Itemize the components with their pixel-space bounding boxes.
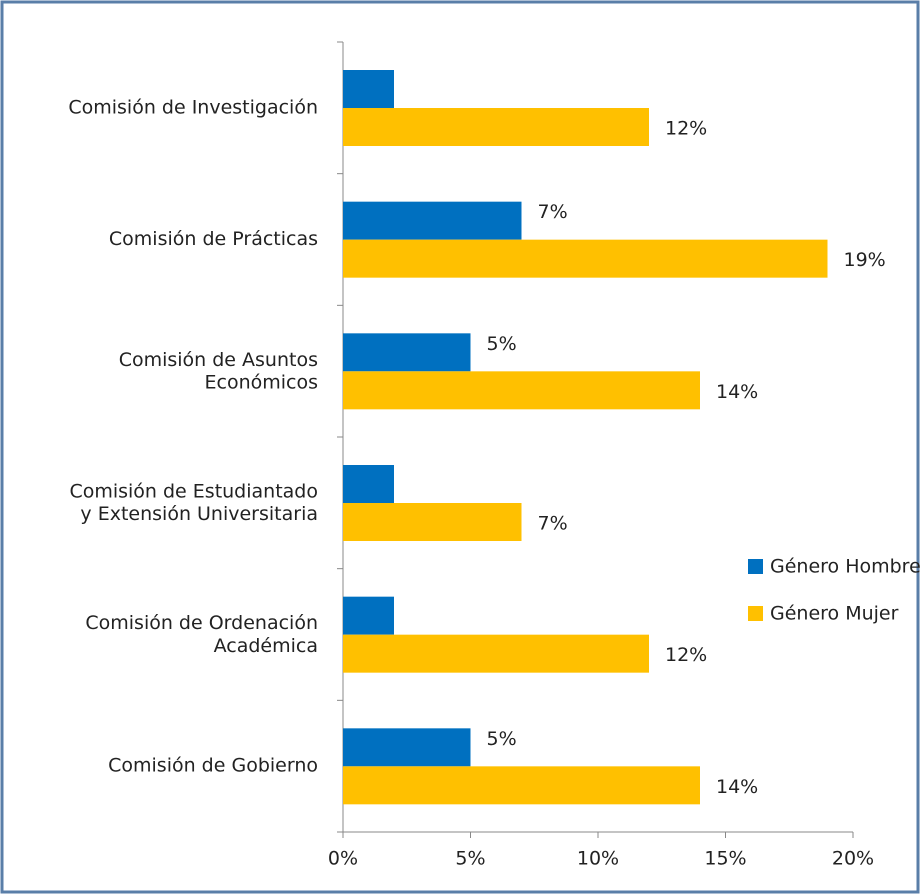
x-tick-label: 15% <box>704 848 746 870</box>
value-label: 19% <box>844 249 886 271</box>
bar <box>343 766 700 805</box>
value-label: 14% <box>716 776 758 798</box>
bar <box>343 634 649 673</box>
bar <box>343 70 394 108</box>
bar <box>343 596 394 635</box>
legend-label: Género Hombre <box>770 556 921 578</box>
value-label: 7% <box>538 201 568 223</box>
y-tick-label: Comisión de Prácticas <box>109 228 318 250</box>
y-tick-label: Comisión de Asuntos Económicos <box>119 348 318 393</box>
value-label: 12% <box>665 118 707 140</box>
legend-swatch <box>748 559 763 574</box>
bar <box>343 239 828 278</box>
value-label: 7% <box>538 513 568 535</box>
value-label: 12% <box>665 644 707 666</box>
value-label: 5% <box>487 333 517 355</box>
bar <box>343 728 471 767</box>
x-tick-label: 5% <box>455 848 485 870</box>
bar <box>343 503 522 541</box>
bar <box>343 465 394 503</box>
value-label: 14% <box>716 381 758 403</box>
y-tick-label: Comisión de Ordenación Académica <box>85 612 318 657</box>
y-tick-label: Comisión de Investigación <box>68 96 318 118</box>
value-label: 5% <box>487 728 517 750</box>
x-tick-label: 20% <box>832 848 874 870</box>
x-tick-label: 10% <box>577 848 619 870</box>
bar <box>343 108 649 146</box>
y-tick-label: Comisión de Estudiantado y Extensión Univ… <box>69 480 318 525</box>
legend-swatch <box>748 606 763 621</box>
bar <box>343 371 700 410</box>
bar <box>343 333 471 372</box>
bar <box>343 201 522 240</box>
y-tick-label: Comisión de Gobierno <box>108 755 318 777</box>
x-tick-label: 0% <box>328 848 358 870</box>
legend-label: Género Mujer <box>770 603 899 625</box>
